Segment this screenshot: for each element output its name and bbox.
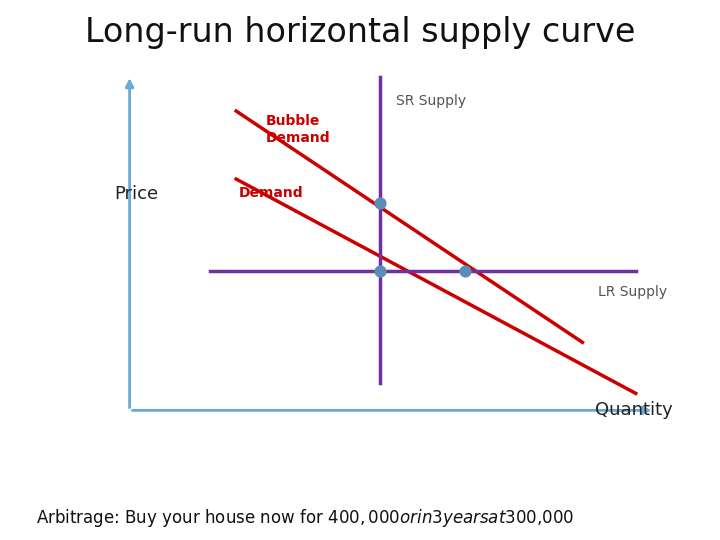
Text: Quantity: Quantity <box>595 401 672 420</box>
Text: Price: Price <box>114 185 159 204</box>
Point <box>459 267 471 275</box>
Text: LR Supply: LR Supply <box>598 285 667 299</box>
Point <box>374 199 386 207</box>
Text: Bubble
Demand: Bubble Demand <box>266 114 330 145</box>
Point <box>374 267 386 275</box>
Text: SR Supply: SR Supply <box>396 94 466 108</box>
Text: Arbitrage: Buy your house now for $400,000 or in 3 years at $300,000: Arbitrage: Buy your house now for $400,0… <box>36 507 575 529</box>
Text: Demand: Demand <box>239 186 303 200</box>
Text: Long-run horizontal supply curve: Long-run horizontal supply curve <box>85 16 635 49</box>
